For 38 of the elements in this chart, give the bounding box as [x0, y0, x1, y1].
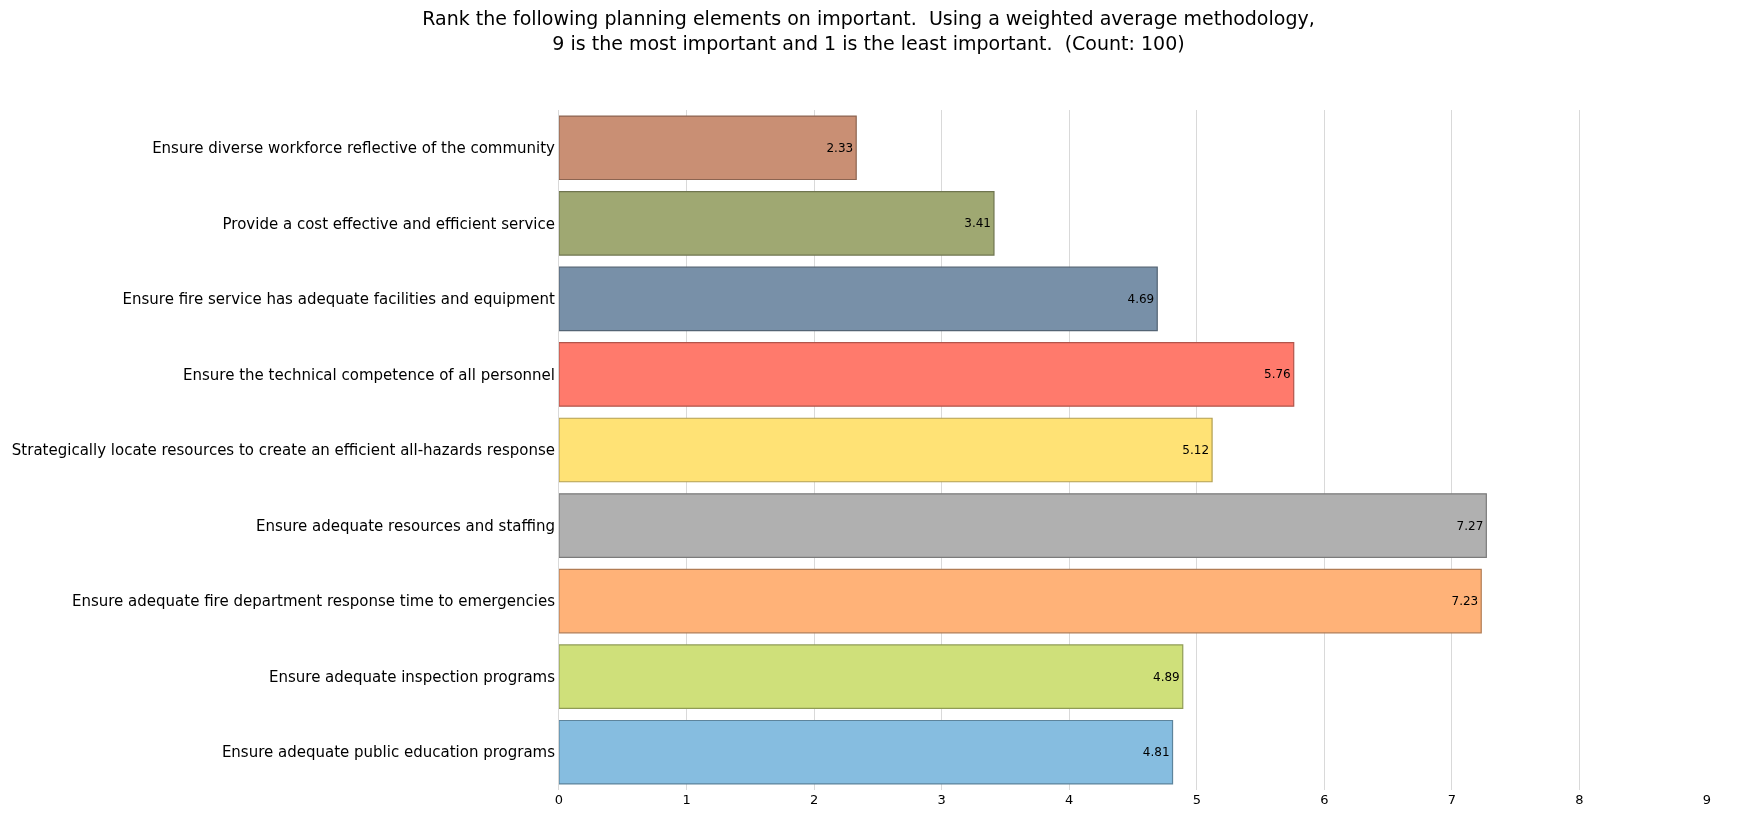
y-tick-label: Ensure adequate resources and staffing [255, 516, 555, 535]
x-tick-label: 9 [1702, 792, 1712, 807]
y-tick-label: Strategically locate resources to create an efficient all-hazards response [11, 441, 555, 460]
data-label: 4.81 [1142, 745, 1170, 760]
data-label: 7.27 [1456, 518, 1484, 533]
y-tick-label: Ensure the technical competence of all personnel [183, 365, 555, 384]
data-label: 3.41 [964, 216, 991, 231]
x-tick-label: 0 [554, 792, 564, 807]
bar [559, 115, 857, 181]
chart-title: Rank the following planning elements on important. Using a weighted average methodology, 9 is the most important and 1 is the least important. (Count: 100) [422, 6, 1315, 54]
y-tick-label: Ensure adequate fire department response time to emergencies [71, 592, 556, 611]
x-tick-label: 2 [809, 792, 819, 807]
y-tick-label: Ensure fire service has adequate facilities and equipment [122, 290, 556, 309]
x-tick-label: 4 [1065, 792, 1074, 807]
bar [559, 191, 995, 256]
y-tick-label: Provide a cost effective and efficient service [222, 214, 555, 233]
data-label: 5.12 [1182, 443, 1210, 457]
bar [559, 417, 1213, 483]
y-tick-label: Ensure adequate inspection programs [268, 667, 556, 686]
x-tick-label: 8 [1575, 792, 1584, 807]
y-tick-label: Ensure adequate public education programs [221, 743, 556, 762]
bar [559, 342, 1295, 407]
data-label: 5.76 [1264, 367, 1291, 382]
data-label: 7.23 [1451, 594, 1479, 609]
data-label: 4.89 [1153, 669, 1180, 684]
bar [559, 644, 1184, 709]
x-tick-label: 5 [1192, 792, 1201, 807]
x-tick-label: 7 [1447, 792, 1457, 807]
data-label: 2.33 [826, 140, 854, 155]
data-label: 4.69 [1127, 291, 1155, 306]
x-tick-label: 3 [937, 792, 946, 807]
x-tick-label: 6 [1320, 792, 1329, 807]
bar [559, 719, 1174, 785]
x-tick-label: 1 [682, 792, 691, 807]
y-tick-label: Ensure diverse workforce reflective of the community [152, 139, 556, 158]
bar [559, 568, 1482, 634]
bar [559, 493, 1487, 558]
bar [559, 266, 1158, 332]
